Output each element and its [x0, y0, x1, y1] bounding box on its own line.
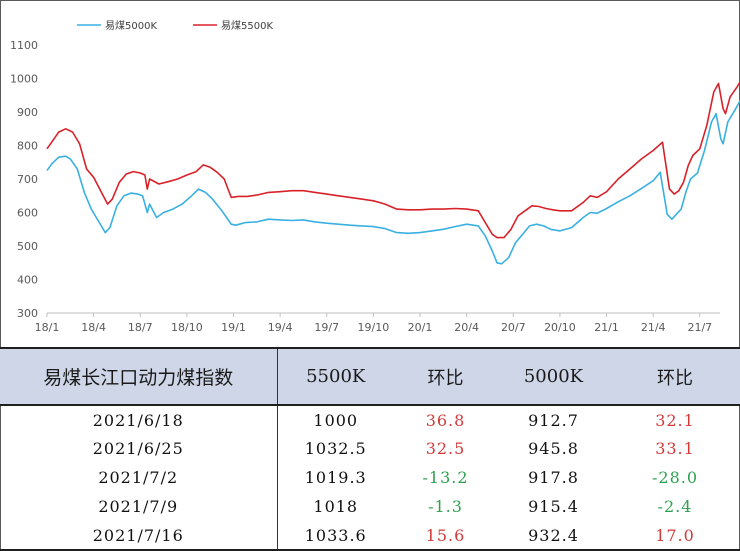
cell-value-5000k: 945.8: [528, 439, 579, 458]
x-tick-label: 19/10: [358, 321, 390, 334]
y-tick-label: 1000: [10, 73, 38, 86]
table-header-row: 易煤长江口动力煤指数 5500K 环比 5000K 环比: [0, 347, 740, 406]
x-tick-label: 21/1: [594, 321, 619, 334]
cell-mom-5000k: 17.0: [610, 521, 740, 551]
cell-value-5500k: 1032.5: [304, 439, 367, 458]
x-tick-label: 18/4: [81, 321, 106, 334]
cell-mom-5500k: -13.2: [422, 468, 469, 487]
x-tick-label: 20/1: [408, 321, 433, 334]
cell-mom-5000k: 33.1: [655, 439, 695, 458]
cell-date: 2021/7/16: [0, 521, 278, 551]
x-tick-label: 21/7: [687, 321, 712, 334]
legend-label: 易煤5500K: [221, 19, 273, 32]
table-row: 2021/6/18 1000 36.8 912.7 32.1: [0, 405, 740, 434]
y-tick-label: 300: [17, 307, 38, 320]
cell-value-5000k: 912.7: [528, 410, 579, 430]
x-tick-label: 21/4: [641, 321, 666, 334]
header-mom-5000k: 环比: [610, 347, 740, 406]
cell-value-5500k: 1033.6: [277, 521, 394, 551]
table-row: 2021/7/9 1018 -1.3 915.4 -2.4: [0, 492, 740, 521]
series-line-5000k: [46, 99, 740, 265]
index-table: 易煤长江口动力煤指数 5500K 环比 5000K 环比 2021/6/18 10…: [0, 347, 740, 551]
cell-mom-5000k: 32.1: [655, 410, 695, 430]
cell-mom-5500k: 36.8: [425, 410, 466, 430]
x-axis-ticks: 18/1 18/4 18/7 18/10 19/1 19/4 19/7 19/10 20/1 20…: [35, 313, 712, 334]
cell-date: 2021/6/18: [0, 405, 278, 434]
cell-value-5500k: 1018: [313, 497, 359, 516]
cell-value-5000k: 932.4: [497, 521, 610, 551]
cell-mom-5500k: -1.3: [428, 497, 463, 516]
cell-mom-5500k: 32.5: [425, 439, 466, 458]
cell-value-5500k: 1000: [313, 410, 359, 430]
cell-value-5000k: 915.4: [528, 497, 579, 516]
x-tick-label: 20/7: [501, 321, 526, 334]
x-tick-label: 19/7: [314, 321, 339, 334]
x-tick-label: 18/7: [128, 321, 153, 334]
y-tick-label: 400: [17, 274, 38, 287]
x-tick-label: 20/10: [544, 321, 576, 334]
y-tick-label: 700: [17, 173, 38, 186]
header-mom-5500k: 环比: [394, 347, 497, 406]
table-row: 2021/7/2 1019.3 -13.2 917.8 -28.0: [0, 463, 740, 492]
cell-value-5500k: 1019.3: [304, 468, 367, 487]
table-row: 2021/7/16 1033.6 15.6 932.4 17.0: [0, 521, 740, 551]
cell-date: 2021/6/25: [0, 434, 278, 463]
x-tick-label: 18/10: [171, 321, 203, 334]
cell-date: 2021/7/9: [0, 492, 278, 521]
table-row: 2021/6/25 1032.5 32.5 945.8 33.1: [0, 434, 740, 463]
y-tick-label: 600: [17, 207, 38, 220]
legend-label: 易煤5000K: [105, 19, 157, 32]
legend: 易煤5000K 易煤5500K: [77, 19, 273, 32]
cell-mom-5000k: -2.4: [657, 497, 693, 516]
cell-mom-5000k: -28.0: [651, 468, 699, 487]
series-line-5500k: [46, 80, 740, 239]
y-tick-label: 500: [17, 240, 38, 253]
y-tick-label: 800: [17, 140, 38, 153]
cell-mom-5500k: 15.6: [394, 521, 497, 551]
y-tick-label: 1100: [10, 39, 38, 52]
series-lines: [46, 80, 740, 265]
x-tick-label: 18/1: [35, 321, 60, 334]
x-tick-label: 20/4: [454, 321, 479, 334]
header-5500k: 5500K: [277, 347, 394, 406]
cell-date: 2021/7/2: [0, 463, 278, 492]
cell-value-5000k: 917.8: [528, 468, 579, 487]
header-5000k: 5000K: [497, 347, 610, 406]
y-axis-ticks: 300 400 500 600 700 800 900 1000 1100: [10, 39, 38, 320]
y-tick-label: 900: [17, 106, 38, 119]
x-tick-label: 19/4: [268, 321, 293, 334]
header-index-name: 易煤长江口动力煤指数: [0, 347, 278, 406]
x-tick-label: 19/1: [221, 321, 246, 334]
